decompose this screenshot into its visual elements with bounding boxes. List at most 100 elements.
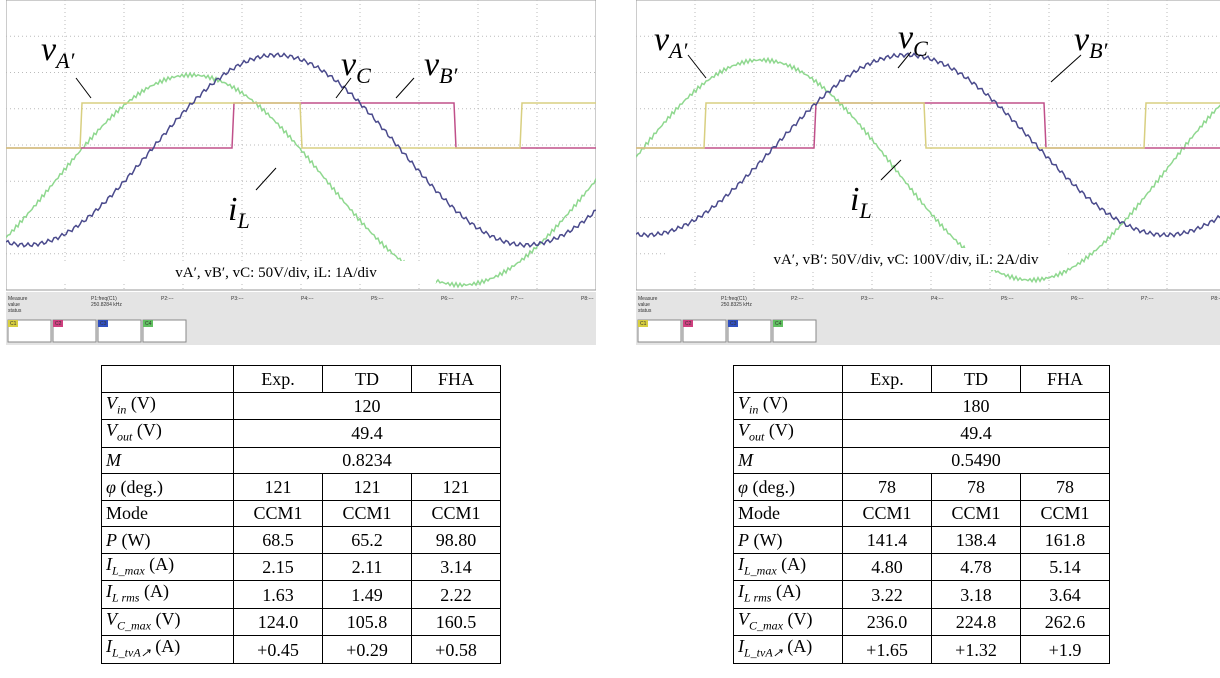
header-cell: Exp. [234,366,323,393]
table-row: Vin (V)180 [734,392,1110,420]
value-cell: 98.80 [412,527,501,554]
channel-label: C4 [775,321,782,327]
value-cell: 3.22 [843,581,932,609]
value-cell: CCM1 [234,500,323,527]
row-label: IL rms (A) [102,581,234,609]
header-row: Exp.TDFHA [102,366,501,393]
row-label: φ (deg.) [734,474,843,501]
value-cell: 161.8 [1021,527,1110,554]
value-cell: 3.18 [932,581,1021,609]
subscript: C_max [749,618,783,632]
channel-label: C3 [730,321,737,327]
signal-subscript: C [913,36,928,61]
value-cell: 0.5490 [843,447,1110,474]
unit: (V) [132,420,162,440]
channel-label: C2 [685,321,692,327]
signal-subscript: A′ [54,48,75,73]
value-cell: 121 [323,474,412,501]
signal-symbol: v [41,31,57,68]
symbol: V [106,420,117,440]
signal-symbol: v [898,19,914,56]
subscript: C_max [117,618,151,632]
value-cell: 2.11 [323,553,412,581]
row-label: Mode [734,500,843,527]
unit: (A) [139,581,169,601]
value-cell: 78 [932,474,1021,501]
table-row: Vout (V)49.4 [102,420,501,448]
row-label: IL_max (A) [734,553,843,581]
unit: (A) [151,636,181,656]
subscript: out [117,430,132,444]
value-cell: 2.22 [412,581,501,609]
value-cell: 3.64 [1021,581,1110,609]
table-row: φ (deg.)787878 [734,474,1110,501]
row-label: VC_max (V) [734,608,843,636]
value-cell: 141.4 [843,527,932,554]
subscript: L_tvA↗ [112,646,151,660]
param-label: P4:--- [301,296,314,302]
value-cell: CCM1 [932,500,1021,527]
value-cell: 138.4 [932,527,1021,554]
param-label: P5:--- [371,296,384,302]
subscript: L_max [744,563,777,577]
unit: (deg.) [748,477,795,497]
value-cell: +0.45 [234,636,323,664]
value-cell: 180 [843,392,1110,420]
subscript: L rms [744,591,771,605]
param-label: P6:--- [1071,296,1084,302]
value-cell: 224.8 [932,608,1021,636]
row-label: φ (deg.) [102,474,234,501]
row-label: M [102,447,234,474]
value-cell: 65.2 [323,527,412,554]
param-label: P7:--- [1141,296,1154,302]
value-cell: 105.8 [323,608,412,636]
header-cell [102,366,234,393]
symbol: V [106,393,117,413]
symbol: V [738,393,749,413]
signal-symbol: v [1074,21,1090,58]
value-cell: 124.0 [234,608,323,636]
subscript: out [749,430,764,444]
symbol: M [106,450,121,470]
unit: (A) [777,554,807,574]
value-cell: 78 [1021,474,1110,501]
signal-subscript: A′ [667,38,688,63]
row-label: VC_max (V) [102,608,234,636]
header-cell [734,366,843,393]
row-label: Vout (V) [734,420,843,448]
header-cell: Exp. [843,366,932,393]
value-cell: 78 [843,474,932,501]
row-label: P (W) [734,527,843,554]
value-cell: 0.8234 [234,447,501,474]
symbol: P [738,530,749,550]
value-cell: 160.5 [412,608,501,636]
unit: (A) [145,554,175,574]
value-cell: 4.80 [843,553,932,581]
value-cell: 121 [412,474,501,501]
subscript: L_max [112,563,145,577]
header-cell: FHA [412,366,501,393]
value-cell: CCM1 [323,500,412,527]
channel-label: C1 [10,321,17,327]
signal-symbol: v [424,46,440,83]
signal-subscript: B′ [439,63,458,88]
unit: Mode [106,503,148,523]
channel-label: C3 [100,321,107,327]
unit: (W) [749,530,782,550]
unit: (deg.) [116,477,163,497]
param-label: P2:--- [161,296,174,302]
value-cell: 3.14 [412,553,501,581]
table-row: IL_tvA↗ (A)+0.45+0.29+0.58 [102,636,501,664]
table-row: IL_tvA↗ (A)+1.65+1.32+1.9 [734,636,1110,664]
subscript: L_tvA↗ [744,646,783,660]
subscript: L rms [112,591,139,605]
param-label: P6:--- [441,296,454,302]
table-row: IL_max (A)2.152.113.14 [102,553,501,581]
